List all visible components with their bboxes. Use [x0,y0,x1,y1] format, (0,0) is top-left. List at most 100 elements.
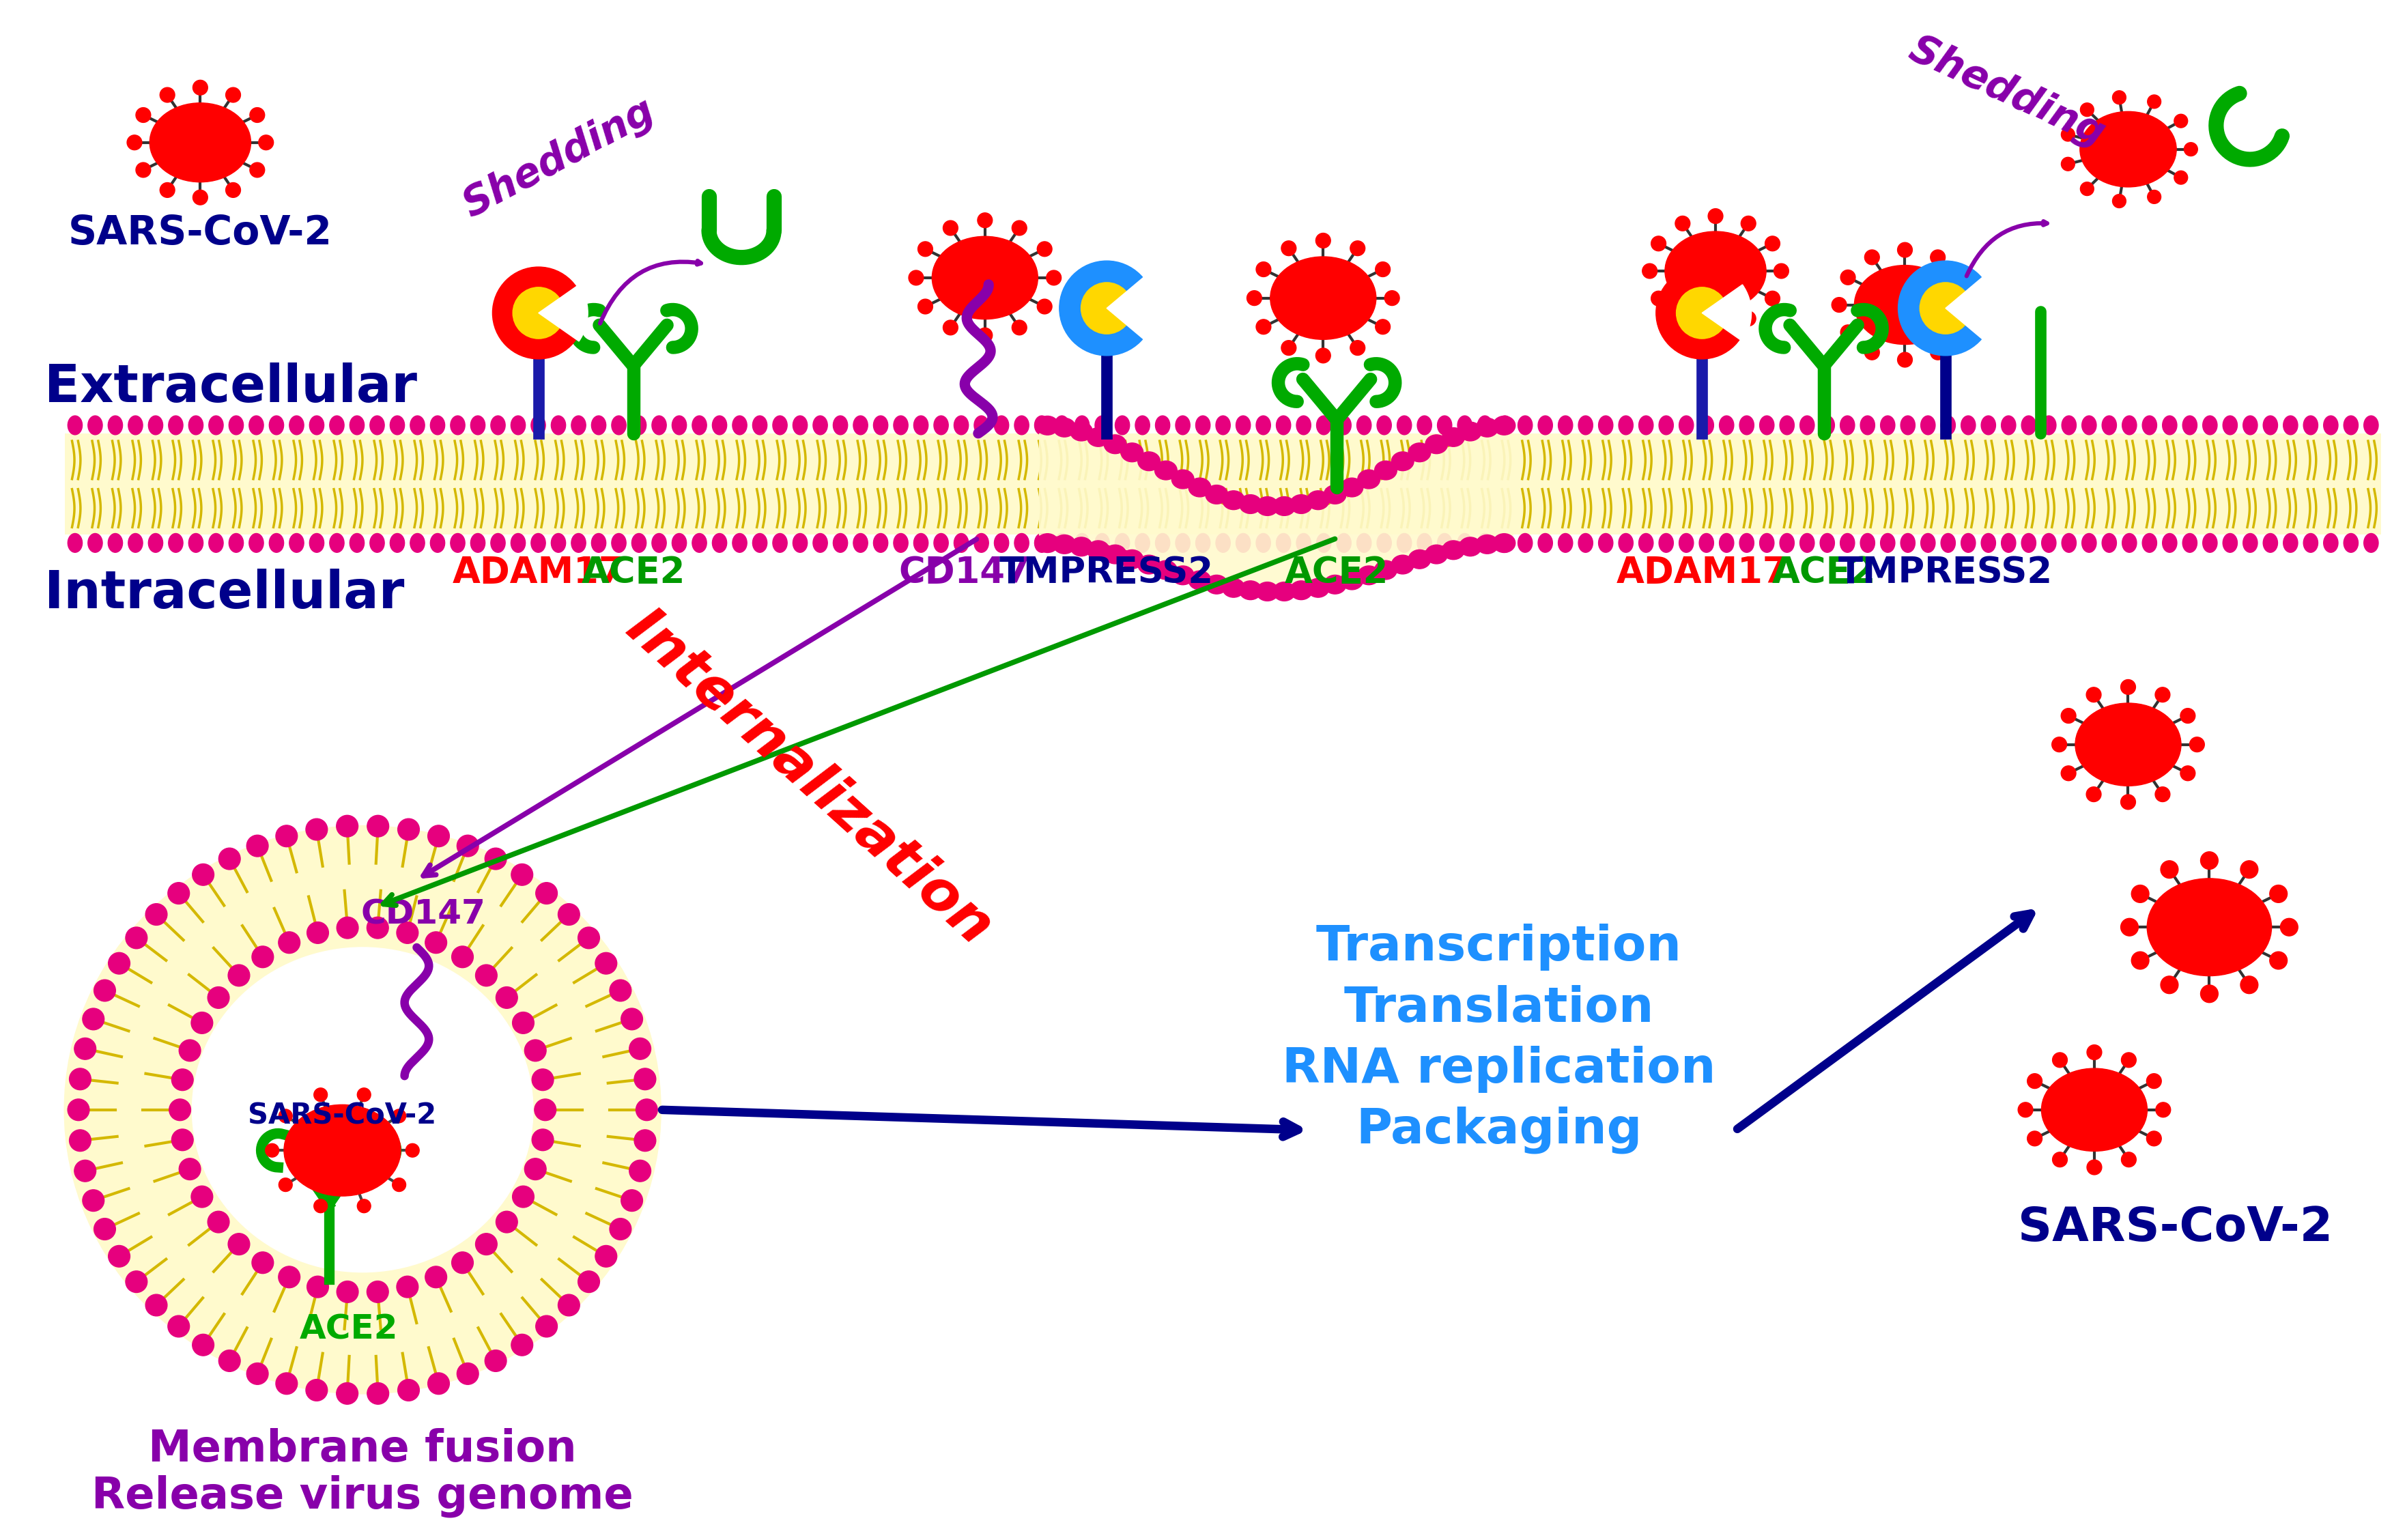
Ellipse shape [2021,533,2036,553]
Circle shape [2081,103,2093,117]
Ellipse shape [1442,541,1464,559]
Ellipse shape [1478,416,1493,434]
Circle shape [194,189,208,205]
Ellipse shape [371,416,385,434]
Ellipse shape [1306,491,1330,510]
Ellipse shape [732,416,746,434]
Ellipse shape [1222,579,1244,598]
Ellipse shape [69,1130,91,1152]
Ellipse shape [2222,416,2237,434]
Text: SARS-CoV-2: SARS-CoV-2 [2019,1204,2332,1250]
Circle shape [1677,288,1727,339]
Ellipse shape [591,533,605,553]
Ellipse shape [512,533,526,553]
Circle shape [1674,311,1691,326]
Ellipse shape [512,416,526,434]
Ellipse shape [495,987,517,1009]
Ellipse shape [1442,428,1464,447]
Ellipse shape [337,1383,359,1404]
Circle shape [160,183,175,197]
Circle shape [280,1178,292,1192]
Ellipse shape [832,416,847,434]
Ellipse shape [428,1372,450,1394]
Ellipse shape [191,864,213,886]
Text: Internalization: Internalization [615,601,1002,956]
Ellipse shape [179,1158,201,1180]
Ellipse shape [246,835,268,856]
Ellipse shape [277,1266,299,1287]
Circle shape [1832,297,1847,313]
Ellipse shape [1036,534,1060,553]
Ellipse shape [450,416,464,434]
Ellipse shape [1478,533,1493,553]
Ellipse shape [1416,416,1433,434]
Circle shape [2112,91,2126,105]
Ellipse shape [366,1383,390,1404]
Ellipse shape [954,416,969,434]
Ellipse shape [426,932,447,953]
Wedge shape [538,285,588,342]
Ellipse shape [1409,444,1430,462]
Ellipse shape [84,1190,105,1212]
Ellipse shape [167,416,184,434]
Ellipse shape [208,1210,230,1234]
Ellipse shape [148,416,163,434]
Circle shape [2086,687,2100,702]
Circle shape [266,1144,280,1157]
Ellipse shape [1096,416,1110,434]
Circle shape [313,1087,328,1101]
Ellipse shape [1196,416,1210,434]
Ellipse shape [1981,416,1995,434]
Ellipse shape [773,533,787,553]
Ellipse shape [2222,533,2237,553]
Ellipse shape [954,533,969,553]
Text: Translation: Translation [1344,984,1655,1032]
Ellipse shape [431,533,445,553]
Ellipse shape [397,819,419,841]
Ellipse shape [148,533,163,553]
Ellipse shape [1122,444,1143,462]
Ellipse shape [1342,477,1363,497]
Ellipse shape [1323,485,1347,504]
Text: Membrane fusion: Membrane fusion [148,1428,576,1471]
Ellipse shape [2062,533,2076,553]
Ellipse shape [476,1234,498,1255]
Ellipse shape [337,1281,359,1303]
Ellipse shape [270,533,285,553]
Circle shape [1012,320,1026,336]
Ellipse shape [452,1252,474,1274]
Ellipse shape [167,882,189,904]
Ellipse shape [471,533,486,553]
Circle shape [1256,319,1270,334]
Ellipse shape [277,932,299,953]
Ellipse shape [2182,416,2198,434]
Ellipse shape [1538,416,1552,434]
Ellipse shape [1206,574,1227,594]
Circle shape [1349,240,1366,256]
Ellipse shape [636,1100,658,1121]
Text: Packaging: Packaging [1356,1106,1643,1153]
Ellipse shape [1780,533,1794,553]
Ellipse shape [1196,533,1210,553]
Circle shape [2155,1103,2170,1116]
Ellipse shape [1598,416,1612,434]
Ellipse shape [1476,417,1497,437]
Ellipse shape [1854,265,1957,345]
Ellipse shape [1139,451,1160,471]
Ellipse shape [2323,416,2337,434]
Circle shape [2052,738,2067,752]
Ellipse shape [2284,416,2299,434]
Ellipse shape [246,1363,268,1384]
Circle shape [2131,952,2148,969]
Ellipse shape [895,533,909,553]
Wedge shape [1107,276,1158,340]
Ellipse shape [129,416,144,434]
Ellipse shape [1055,416,1069,434]
Ellipse shape [371,533,385,553]
Text: Shedding: Shedding [457,91,660,225]
Ellipse shape [579,1270,600,1292]
Ellipse shape [2002,533,2016,553]
Ellipse shape [1316,416,1330,434]
Ellipse shape [189,416,203,434]
Ellipse shape [251,1252,273,1274]
